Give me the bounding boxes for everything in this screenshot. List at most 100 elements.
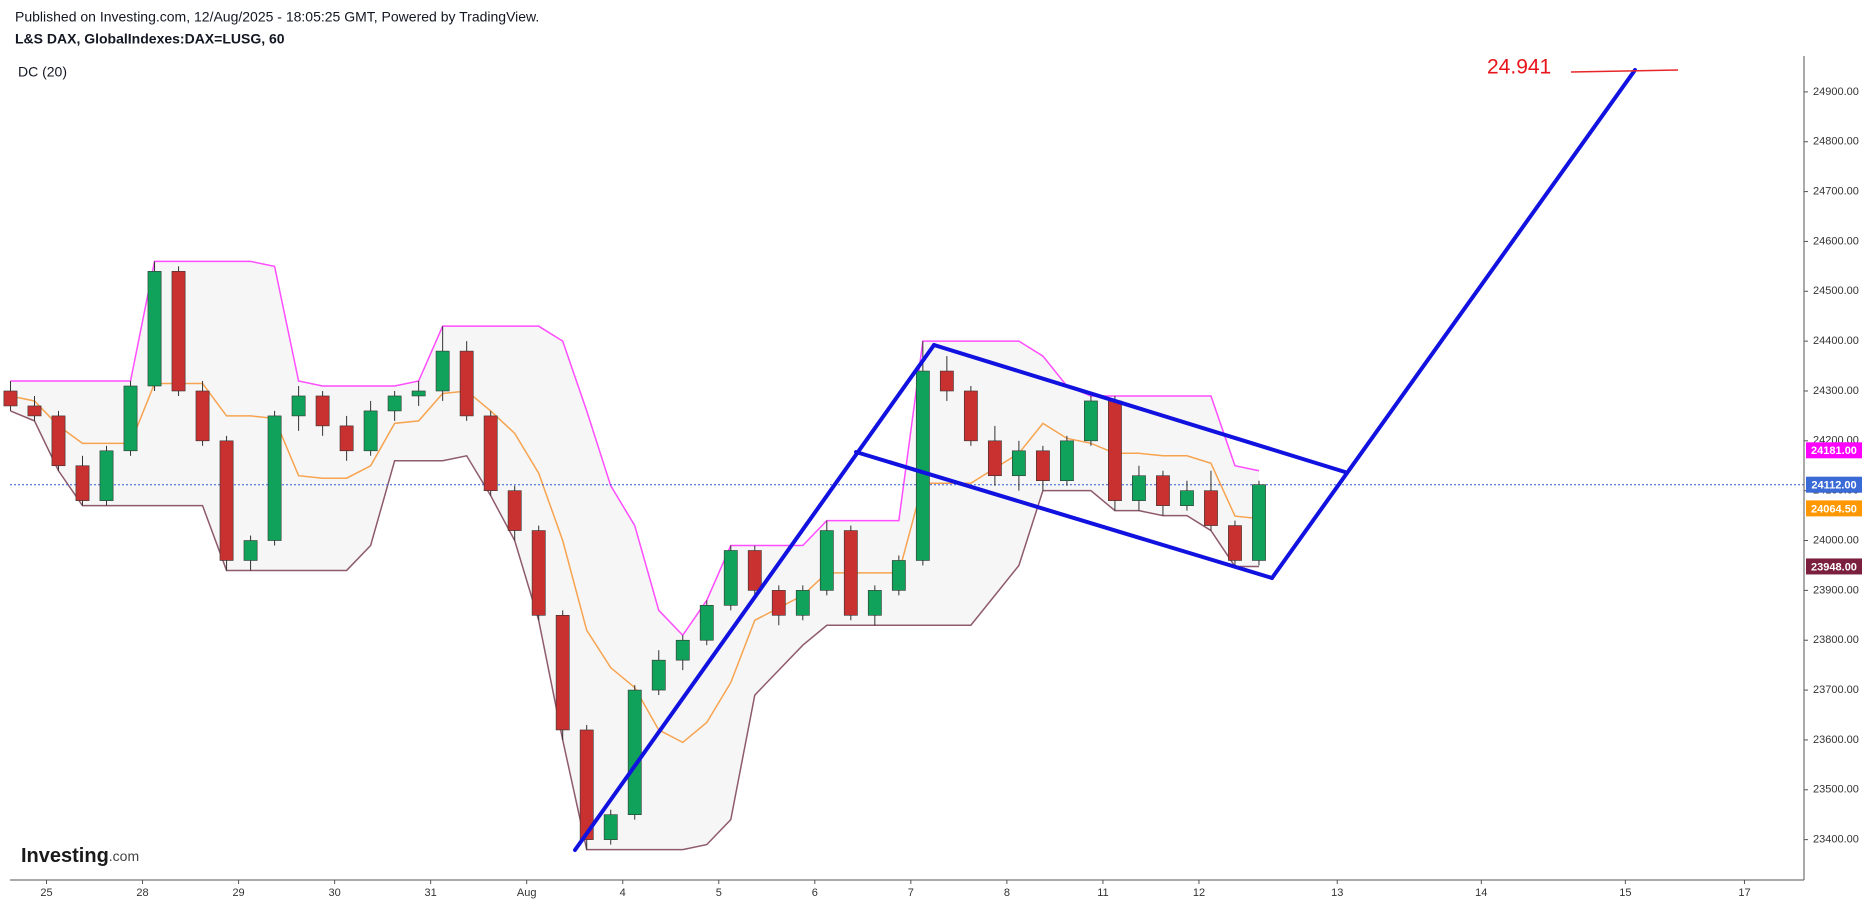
candle-body [1011, 450, 1026, 477]
candle-body [1180, 490, 1194, 506]
price-tag [1806, 558, 1862, 575]
price-tag-label: 24064.50 [1811, 503, 1857, 515]
x-tick-label: 29 [232, 887, 244, 899]
x-tick-label: 15 [1619, 887, 1631, 899]
logo: Investing.com [21, 845, 139, 867]
candle-body [723, 550, 738, 606]
symbol-line: L&S DAX, GlobalIndexes:DAX=LUSG, 60 [15, 31, 285, 47]
candle-body [3, 390, 18, 407]
candle-body [987, 440, 1002, 477]
candle-body [339, 425, 354, 452]
candle-body [147, 271, 162, 387]
candle-body [819, 530, 834, 591]
candle-body [963, 390, 978, 442]
candle-body [579, 729, 594, 840]
y-tick-label: 23800.00 [1813, 634, 1859, 646]
x-tick-label: 4 [620, 887, 626, 899]
drawn-pattern [573, 68, 1637, 852]
price-tag-label: 24181.00 [1811, 445, 1857, 457]
candle-body [387, 395, 402, 412]
candle-body [123, 385, 138, 452]
x-tick-label: 8 [1004, 887, 1010, 899]
target-marker [1570, 69, 1679, 73]
candle-body [27, 405, 42, 417]
target-line [1270, 68, 1637, 580]
candle-body [891, 560, 906, 591]
y-tick-label: 23900.00 [1813, 584, 1859, 596]
y-tick-label: 23400.00 [1813, 834, 1859, 846]
price-tag-label: 23948.00 [1811, 561, 1857, 573]
candle-body [1132, 475, 1146, 501]
logo-suffix: .com [109, 848, 139, 864]
candle-body [675, 639, 690, 661]
y-tick-label: 24700.00 [1813, 185, 1859, 197]
candle-body [1035, 450, 1050, 482]
x-tick-label: 28 [136, 887, 148, 899]
y-tick-label: 23600.00 [1813, 734, 1859, 746]
candle-body [1108, 400, 1122, 501]
y-tick-label: 24400.00 [1813, 335, 1859, 347]
y-tick-label: 24300.00 [1813, 385, 1859, 397]
x-tick-label: 17 [1738, 887, 1750, 899]
channel-lower [10, 410, 1259, 851]
candle-body [1204, 490, 1218, 526]
price-tag [1806, 476, 1862, 493]
price-tag-label: 24112.00 [1811, 480, 1856, 492]
candle-body [939, 370, 954, 392]
candle-body [603, 814, 618, 840]
x-tick-label: 11 [1097, 887, 1108, 899]
candle-body [219, 440, 234, 561]
y-tick-label: 24900.00 [1813, 86, 1859, 98]
logo-main: Investing [21, 845, 109, 867]
candle-body [747, 550, 762, 591]
candle-body [435, 350, 450, 392]
x-tick-label: 14 [1475, 887, 1487, 899]
candle-body [771, 590, 786, 616]
candle-body [531, 530, 546, 616]
candle-body [291, 395, 306, 417]
y-tick-label: 24000.00 [1813, 534, 1859, 546]
target-annotation: 24.941 [1487, 56, 1551, 79]
x-tick-label: 5 [716, 887, 722, 899]
candle-body [507, 490, 522, 531]
y-tick-label: 23500.00 [1813, 784, 1859, 796]
candle-body [1060, 440, 1074, 482]
trend-line [573, 343, 936, 852]
published-line: Published on Investing.com, 12/Aug/2025 … [15, 9, 539, 25]
candle-body [171, 271, 186, 392]
candle-body [651, 659, 666, 691]
candle-body [699, 605, 714, 641]
candle-body [411, 390, 426, 397]
x-tick-label: 12 [1193, 887, 1205, 899]
candle-body [99, 450, 114, 501]
candle-body [1228, 525, 1242, 561]
flag-upper-line [932, 343, 1347, 474]
y-tick-label: 24800.00 [1813, 136, 1859, 148]
channel-upper [10, 260, 1260, 637]
x-tick-label: 7 [908, 887, 914, 899]
candle-body [195, 390, 210, 442]
candle-body [1156, 475, 1170, 506]
x-tick-label: 25 [40, 887, 52, 899]
candle-body [627, 689, 642, 815]
candle-body [795, 590, 810, 616]
candle-body [483, 415, 498, 491]
price-tag [1806, 500, 1862, 517]
x-tick-label: 13 [1331, 887, 1343, 899]
candle-body [363, 410, 378, 452]
indicator-label: DC (20) [18, 64, 67, 80]
y-tick-label: 24600.00 [1813, 235, 1859, 247]
candle-body [51, 415, 66, 467]
candle-body [267, 415, 282, 541]
candle-body [867, 590, 882, 616]
y-tick-label: 23700.00 [1813, 684, 1859, 696]
y-tick-label: 24500.00 [1813, 285, 1859, 297]
candle-body [243, 540, 258, 561]
x-tick-label: Aug [517, 887, 537, 899]
plot-area [3, 260, 1804, 851]
flag-lower-line [854, 450, 1274, 580]
candle-body [1252, 484, 1266, 561]
x-tick-label: 31 [425, 887, 437, 899]
